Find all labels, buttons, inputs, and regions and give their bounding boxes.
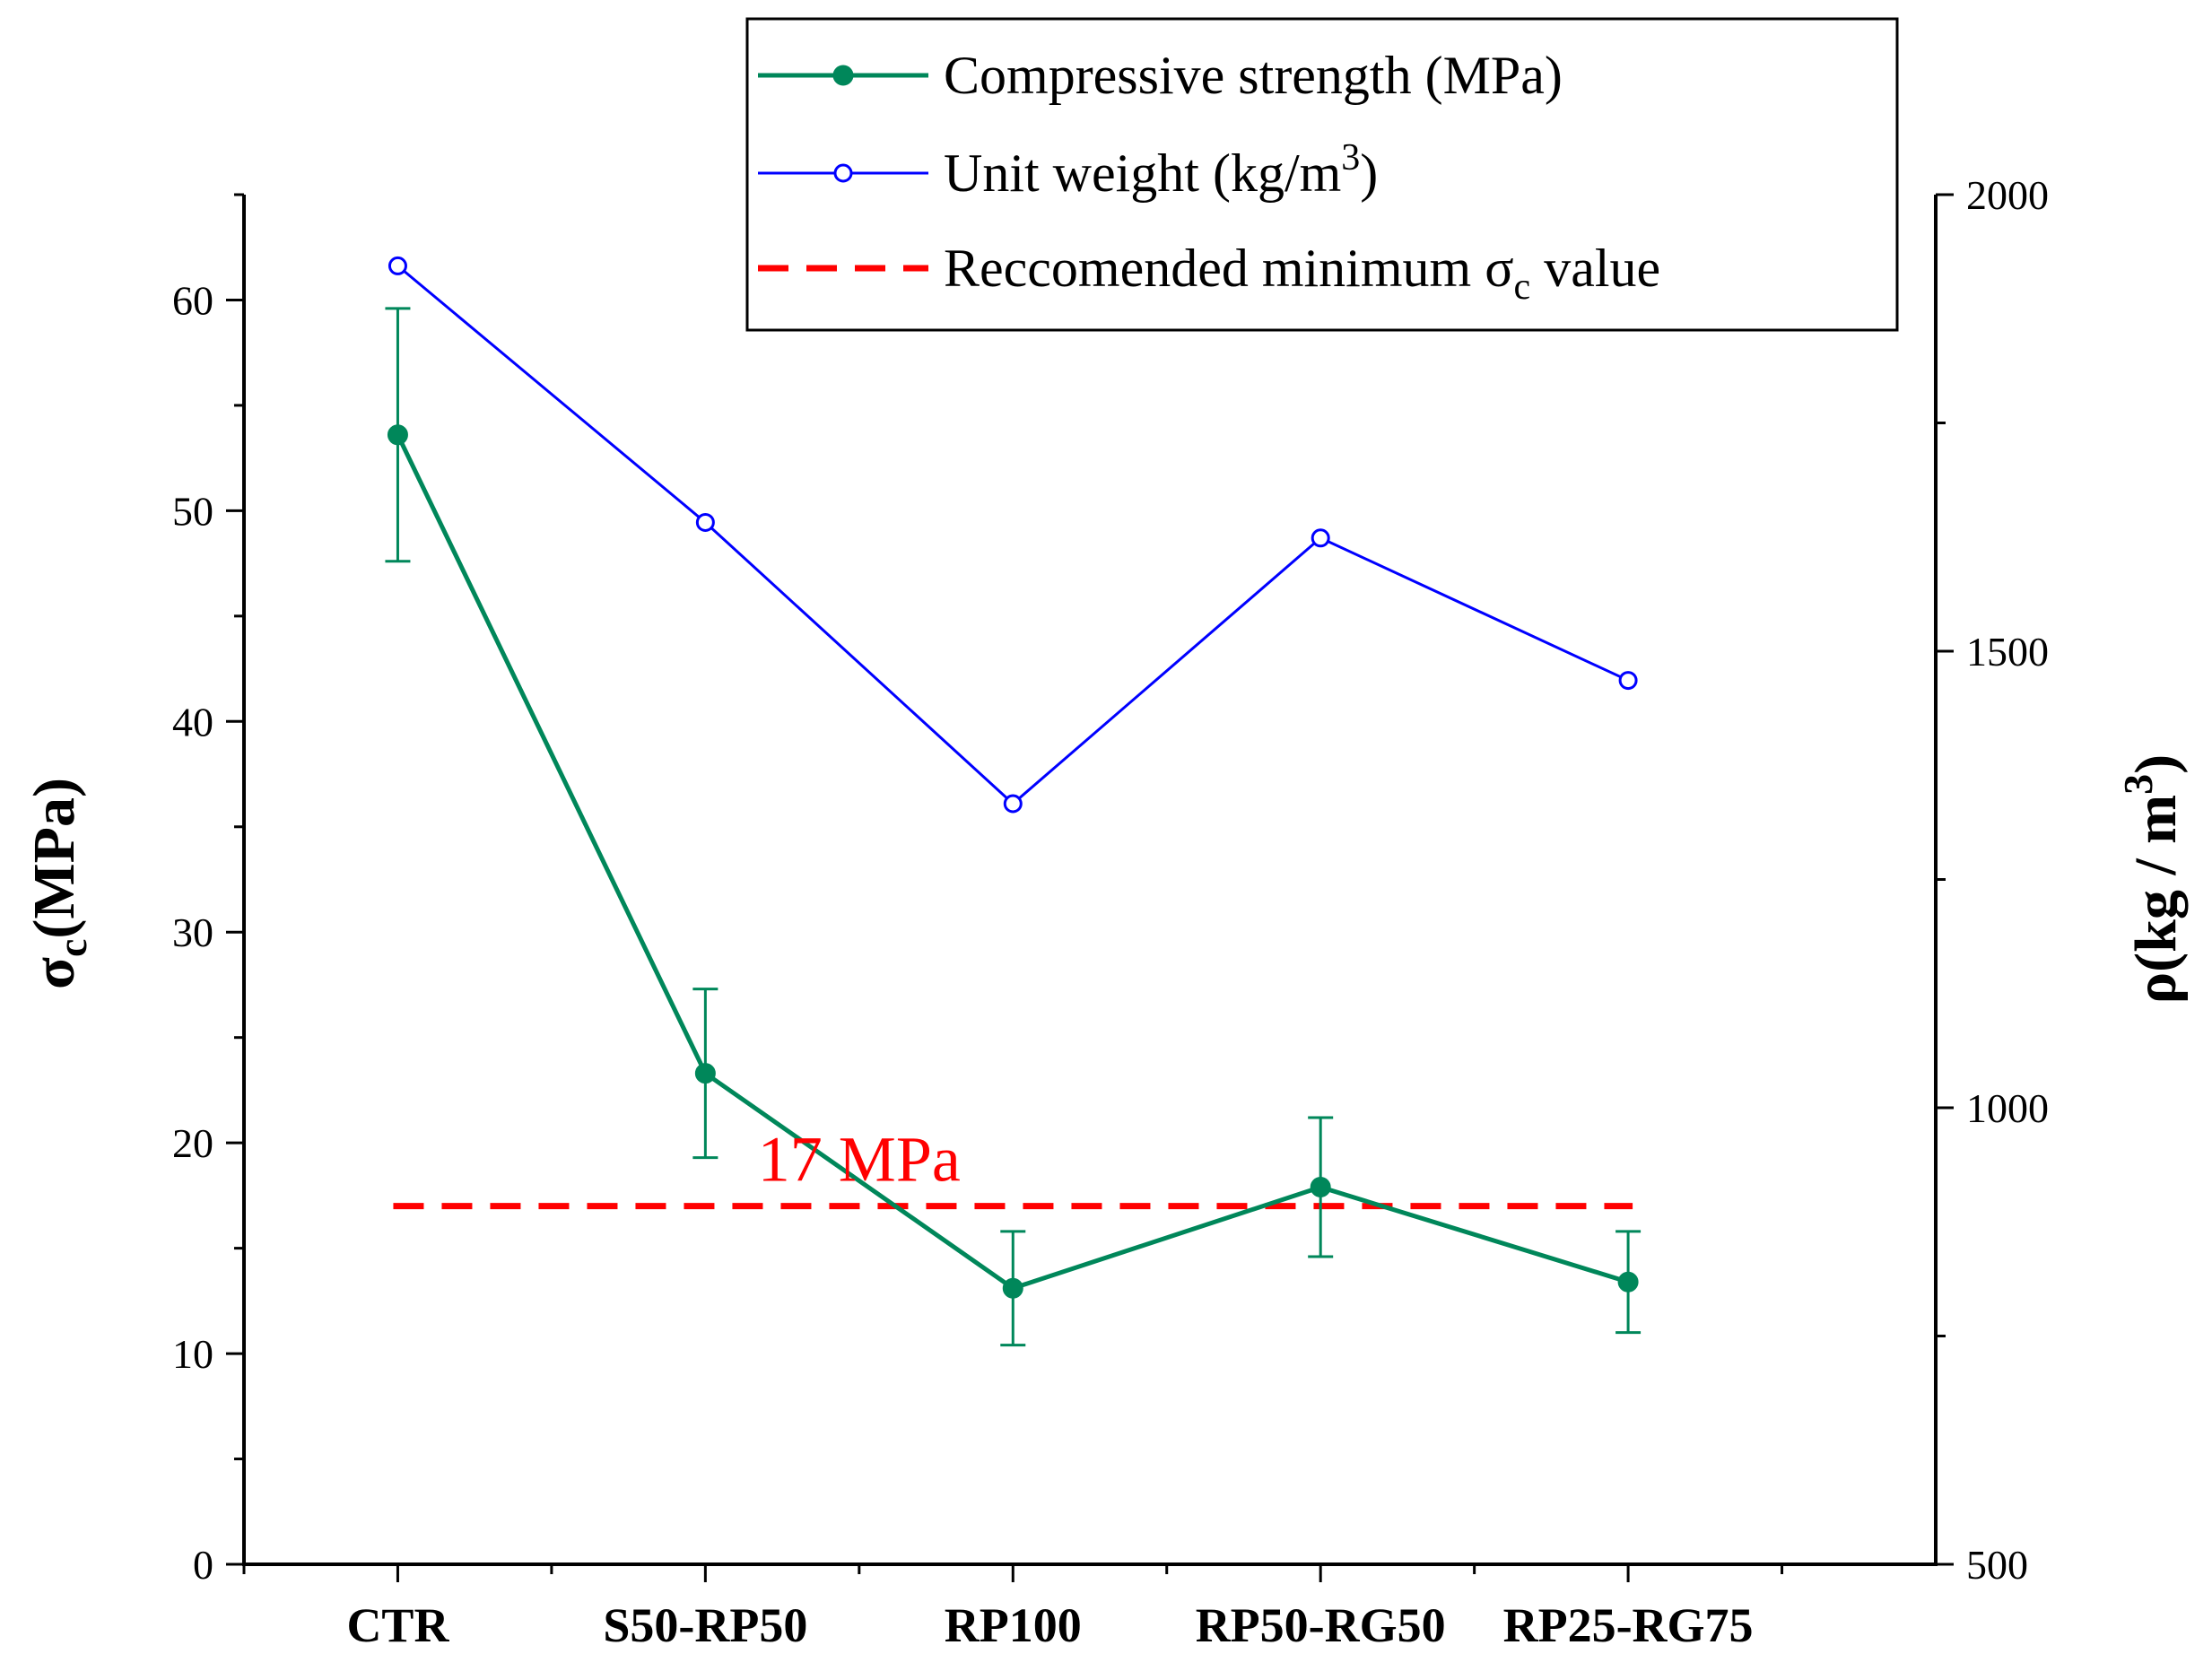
- right-axis-ticks: 500 1000 1500 2000: [1936, 172, 2049, 1588]
- x-tick-label: CTR: [346, 1598, 449, 1652]
- left-axis-title: σc(MPa): [22, 778, 95, 989]
- data-point-0: [1617, 1271, 1639, 1293]
- x-axis-ticks: CTR S50-RP50 RP100 RP50-RG50 RP25-RG75: [242, 1564, 1784, 1652]
- right-tick-label: 1000: [1966, 1085, 2049, 1131]
- data-point-0: [1002, 1277, 1023, 1299]
- data-point-1: [1311, 528, 1330, 548]
- left-tick-label: 0: [193, 1542, 213, 1588]
- legend-box: [745, 17, 1899, 332]
- left-tick-label: 30: [172, 910, 213, 955]
- right-axis-title: ρ(kg / m3): [2115, 754, 2189, 1004]
- legend-label-strength: Compressive strength (MPa): [944, 46, 1563, 105]
- x-tick-label: RP25-RG75: [1503, 1598, 1754, 1652]
- left-tick-label: 60: [172, 277, 213, 323]
- data-point-0: [694, 1063, 716, 1084]
- data-point-1: [388, 256, 407, 275]
- right-tick-label: 1500: [1966, 629, 2049, 675]
- series-group: [387, 256, 1639, 1299]
- data-point-0: [387, 424, 408, 446]
- legend-marker-strength: [832, 65, 854, 86]
- legend-marker-unit-weight: [833, 163, 853, 183]
- reference-line-label: 17 MPa: [758, 1124, 961, 1196]
- data-point-1: [695, 512, 715, 532]
- data-point-0: [1310, 1176, 1331, 1197]
- error-bars: [385, 307, 1642, 1347]
- x-tick-label: RP50-RG50: [1196, 1598, 1446, 1652]
- right-tick-label: 500: [1966, 1542, 2028, 1588]
- legend-label-reference: Reccomended minimum σc value: [944, 239, 1660, 308]
- left-tick-label: 10: [172, 1331, 213, 1377]
- data-point-1: [1618, 671, 1638, 691]
- left-tick-label: 40: [172, 699, 213, 744]
- legend: Compressive strength (MPa) Unit weight (…: [745, 17, 1899, 332]
- series-line-0: [396, 433, 1629, 1292]
- left-tick-label: 20: [172, 1120, 213, 1166]
- x-tick-label: S50-RP50: [603, 1598, 807, 1652]
- axes: [242, 195, 1938, 1566]
- x-tick-label: RP100: [945, 1598, 1082, 1652]
- legend-label-unit-weight: Unit weight (kg/m3): [944, 137, 1378, 203]
- right-tick-label: 2000: [1966, 172, 2049, 218]
- left-axis-ticks: 0 10 20 30 40 50 60: [172, 193, 244, 1588]
- left-tick-label: 50: [172, 488, 213, 534]
- series-line-1: [396, 265, 1629, 806]
- data-point-1: [1003, 794, 1023, 814]
